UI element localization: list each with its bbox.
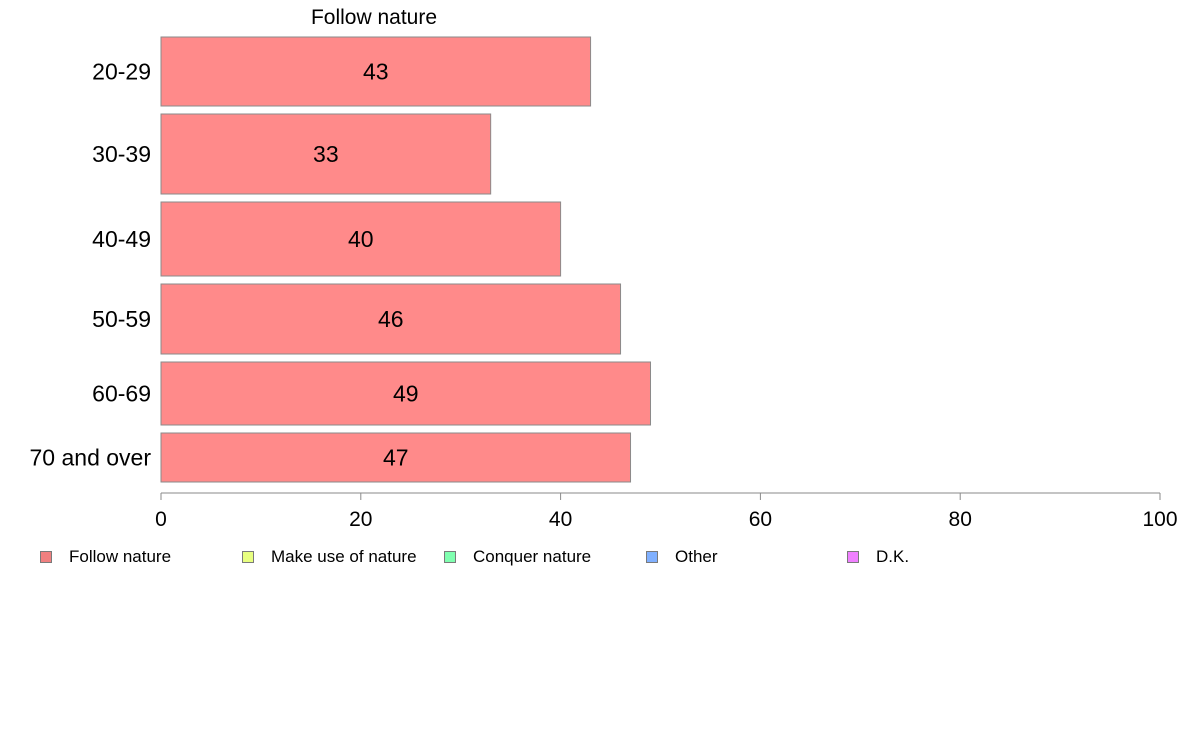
legend-swatch <box>847 551 859 563</box>
data-label: 40 <box>348 226 374 252</box>
legend-label: Follow nature <box>69 547 172 566</box>
category-label: 60-69 <box>92 381 151 407</box>
legend-swatch <box>444 551 456 563</box>
category-label: 70 and over <box>30 445 152 471</box>
category-label: 30-39 <box>92 141 151 167</box>
bar <box>160 113 492 195</box>
legend-swatch <box>40 551 52 563</box>
bar <box>160 432 632 483</box>
legend-swatch <box>242 551 254 563</box>
x-tick-label: 80 <box>949 508 972 531</box>
x-tick-label: 100 <box>1142 508 1177 531</box>
data-label: 43 <box>363 59 389 85</box>
legend-label: Conquer nature <box>473 547 592 566</box>
data-label: 46 <box>378 306 404 332</box>
category-label: 50-59 <box>92 306 151 332</box>
x-axis: 0 20 40 60 80 100 <box>155 492 1178 531</box>
legend-label: D.K. <box>876 547 910 566</box>
x-tick-label: 40 <box>549 508 572 531</box>
bar <box>160 283 622 355</box>
legend-item-other: Other <box>646 546 718 568</box>
legend-item-make-use-of-nature: Make use of nature <box>242 546 417 568</box>
bars-layer: 43 20-29 33 30-39 40 40-49 46 50-59 49 60-69 47 70 … <box>30 36 652 483</box>
legend-item-dk: D.K. <box>847 546 909 568</box>
bar <box>160 201 562 277</box>
legend-item-follow-nature: Follow nature <box>40 546 171 568</box>
bar <box>160 361 652 426</box>
legend-item-conquer-nature: Conquer nature <box>444 546 591 568</box>
data-label: 47 <box>383 445 409 471</box>
data-label: 33 <box>313 141 339 167</box>
x-tick-label: 60 <box>749 508 772 531</box>
x-tick-label: 0 <box>155 508 167 531</box>
category-label: 40-49 <box>92 226 151 252</box>
legend-swatch <box>646 551 658 563</box>
bar <box>160 36 592 107</box>
category-label: 20-29 <box>92 59 151 85</box>
legend-label: Other <box>675 547 718 566</box>
x-tick-label: 20 <box>349 508 372 531</box>
legend-label: Make use of nature <box>271 547 417 566</box>
chart-title: Follow nature <box>311 6 437 29</box>
data-label: 49 <box>393 381 419 407</box>
legend: Follow nature Make use of nature Conquer… <box>0 546 1188 570</box>
